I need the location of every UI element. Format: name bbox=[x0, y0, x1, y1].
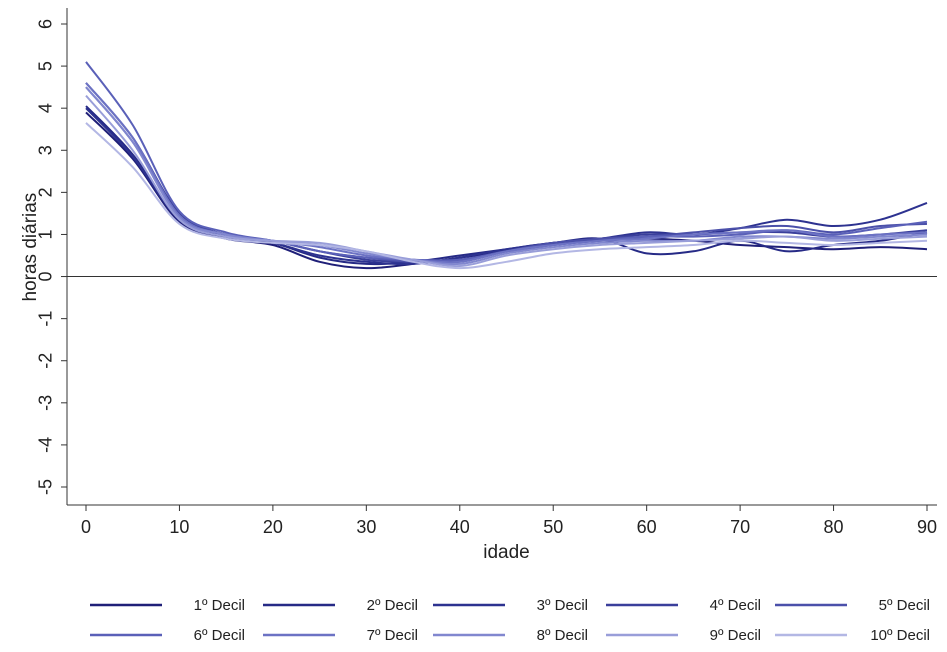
legend-label: 3º Decil bbox=[537, 597, 588, 614]
axes bbox=[66, 8, 937, 506]
series-line-9 bbox=[85, 94, 928, 268]
y-tick-label: 5 bbox=[35, 61, 55, 71]
legend-item: 8º Decil bbox=[433, 627, 588, 644]
y-tick-label: -5 bbox=[35, 479, 55, 495]
legend-label: 6º Decil bbox=[194, 627, 245, 644]
y-axis-title: horas diárias bbox=[20, 193, 41, 302]
legend-label: 5º Decil bbox=[879, 597, 930, 614]
x-tick-label: 80 bbox=[824, 517, 844, 537]
y-tick-label: 3 bbox=[35, 145, 55, 155]
x-tick-label: 0 bbox=[81, 517, 91, 537]
y-tick-label: 4 bbox=[35, 103, 55, 113]
legend-label: 4º Decil bbox=[710, 597, 761, 614]
legend-item: 6º Decil bbox=[90, 627, 245, 644]
legend-item: 4º Decil bbox=[606, 597, 761, 614]
y-tick-label: 6 bbox=[35, 19, 55, 29]
legend-item: 1º Decil bbox=[90, 597, 245, 614]
legend-item: 5º Decil bbox=[775, 597, 930, 614]
x-tick-label: 50 bbox=[543, 517, 563, 537]
y-tick-label: 2 bbox=[35, 187, 55, 197]
y-tick-label: -2 bbox=[35, 353, 55, 369]
legend-item: 10º Decil bbox=[775, 627, 930, 644]
x-axis-title: idade bbox=[483, 542, 530, 563]
x-tick-label: 20 bbox=[263, 517, 283, 537]
legend-label: 7º Decil bbox=[367, 627, 418, 644]
x-tick-label: 30 bbox=[356, 517, 376, 537]
y-axis-ticks: -5 -4 -3 -2 -1 0 1 2 3 4 5 6 bbox=[35, 19, 67, 495]
legend-item: 7º Decil bbox=[263, 627, 418, 644]
x-tick-label: 10 bbox=[169, 517, 189, 537]
legend-label: 9º Decil bbox=[710, 627, 761, 644]
legend: 1º Decil 2º Decil 3º Decil 4º Decil 5º Decil… bbox=[90, 597, 930, 644]
legend-label: 8º Decil bbox=[537, 627, 588, 644]
y-tick-label: -3 bbox=[35, 395, 55, 411]
legend-label: 2º Decil bbox=[367, 597, 418, 614]
series-line-10 bbox=[85, 122, 928, 270]
x-axis-ticks: 0 10 20 30 40 50 60 70 80 90 bbox=[81, 505, 937, 537]
y-tick-label: -1 bbox=[35, 311, 55, 327]
x-tick-label: 90 bbox=[917, 517, 937, 537]
series-lines bbox=[85, 61, 928, 270]
series-line-1 bbox=[85, 111, 928, 270]
x-tick-label: 70 bbox=[730, 517, 750, 537]
legend-item: 2º Decil bbox=[263, 597, 418, 614]
y-tick-label: 0 bbox=[35, 272, 55, 282]
legend-item: 3º Decil bbox=[433, 597, 588, 614]
series-line-3 bbox=[85, 107, 928, 266]
x-tick-label: 40 bbox=[450, 517, 470, 537]
legend-label: 1º Decil bbox=[194, 597, 245, 614]
x-tick-label: 60 bbox=[637, 517, 657, 537]
legend-label: 10º Decil bbox=[870, 627, 930, 644]
y-tick-label: -4 bbox=[35, 437, 55, 453]
series-line-2 bbox=[85, 105, 928, 266]
y-tick-label: 1 bbox=[35, 229, 55, 239]
legend-item: 9º Decil bbox=[606, 627, 761, 644]
